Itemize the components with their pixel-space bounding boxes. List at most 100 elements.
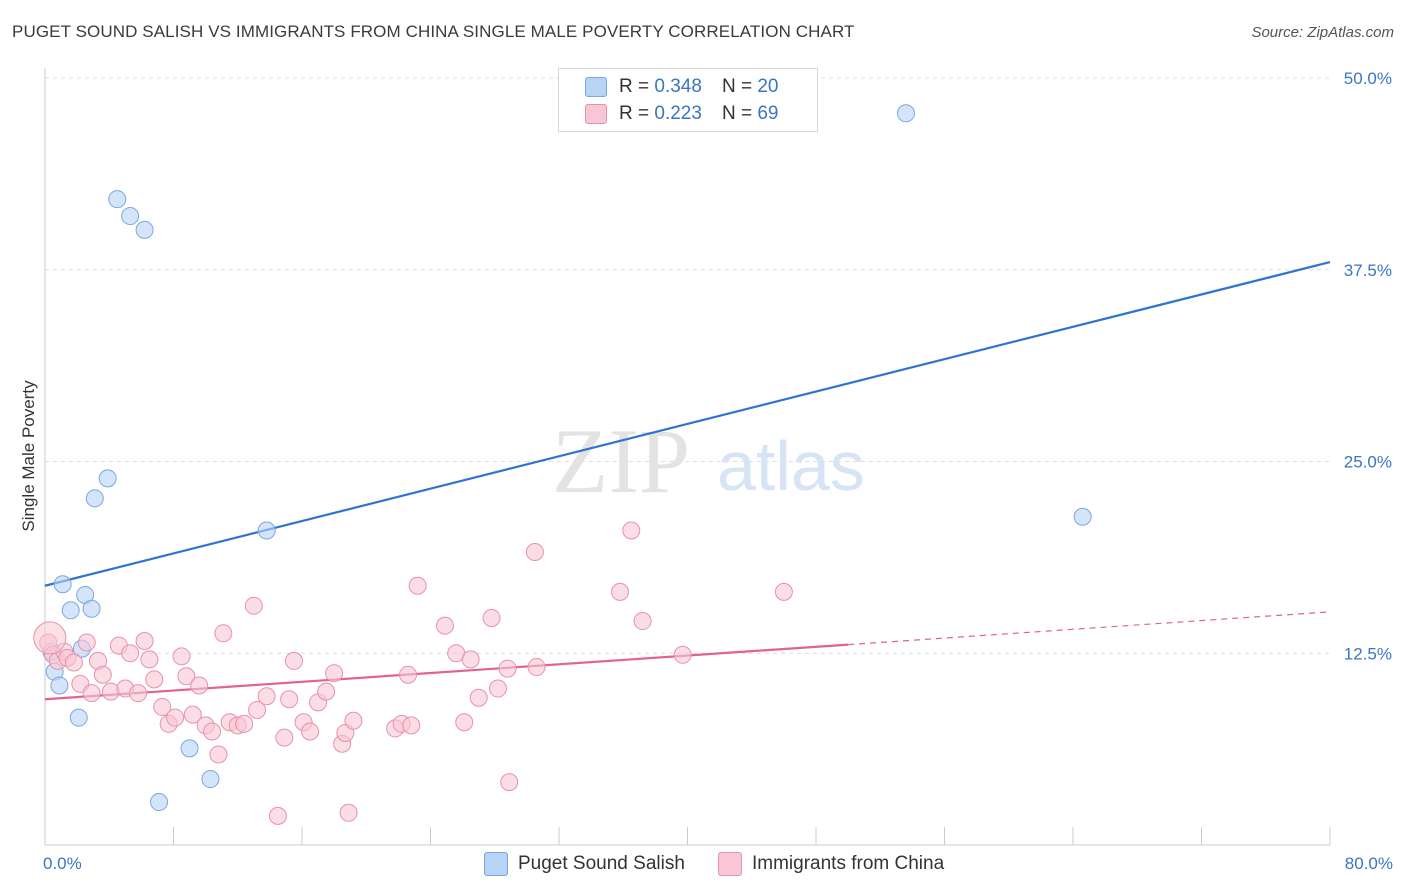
point-immigrants-china: [673, 645, 692, 664]
legend-n-label: N =: [721, 76, 753, 97]
y-axis-title: Single Male Poverty: [19, 380, 38, 532]
point-immigrants-china: [402, 716, 421, 735]
point-immigrants-china: [135, 631, 154, 650]
point-immigrants-china: [93, 665, 112, 684]
point-immigrants-china: [244, 596, 263, 615]
legend-r-label: R =: [619, 103, 650, 124]
point-puget-sound-salish: [1073, 507, 1092, 526]
legend-r-value: 0.348: [654, 76, 702, 97]
legend-n-value: 69: [757, 103, 779, 124]
x-tick-label-min: 0.0%: [43, 854, 82, 873]
point-immigrants-china: [408, 576, 427, 595]
point-immigrants-china: [498, 659, 517, 678]
point-immigrants-china: [317, 682, 336, 701]
point-puget-sound-salish: [108, 190, 127, 209]
point-puget-sound-salish: [50, 676, 69, 695]
point-puget-sound-salish: [98, 469, 117, 488]
point-puget-sound-salish: [135, 220, 154, 239]
point-immigrants-china: [455, 713, 474, 732]
point-puget-sound-salish: [150, 793, 169, 812]
point-immigrants-china: [214, 624, 233, 643]
trend-line-pink: [44, 643, 849, 701]
point-immigrants-china: [284, 651, 303, 670]
point-puget-sound-salish: [180, 739, 199, 758]
point-immigrants-china: [140, 650, 159, 669]
point-puget-sound-salish: [82, 599, 101, 618]
bottom-legend-swatch-blue: [484, 852, 508, 876]
point-puget-sound-salish: [896, 104, 915, 123]
point-immigrants-china: [527, 658, 546, 677]
point-immigrants-china: [525, 543, 544, 562]
point-immigrants-china: [633, 612, 652, 631]
legend-r-label: R =: [619, 76, 650, 97]
bottom-legend-item-salish: Puget Sound Salish: [484, 852, 685, 876]
point-immigrants-china: [153, 697, 172, 716]
point-immigrants-china: [82, 684, 101, 703]
point-immigrants-china: [500, 773, 519, 792]
point-immigrants-china: [344, 711, 363, 730]
trend-line-pink-extrapolated: [848, 611, 1331, 646]
legend-swatch-pink: [585, 104, 607, 124]
bottom-legend: Puget Sound Salish Immigrants from China: [0, 852, 1406, 878]
bottom-legend-item-china: Immigrants from China: [718, 852, 944, 876]
point-immigrants-china: [461, 650, 480, 669]
data-points: [33, 104, 1092, 825]
point-immigrants-china: [280, 690, 299, 709]
watermark-zip: ZIP: [552, 410, 690, 512]
watermark-atlas: atlas: [717, 427, 865, 505]
point-immigrants-china: [488, 679, 507, 698]
tick-labels: 12.5% 25.0% 37.5% 50.0% 0.0% 80.0%: [43, 69, 1393, 873]
point-puget-sound-salish: [69, 708, 88, 727]
bottom-legend-label-china: Immigrants from China: [752, 853, 945, 874]
point-immigrants-china: [399, 665, 418, 684]
point-immigrants-china: [190, 676, 209, 695]
point-immigrants-china: [183, 705, 202, 724]
point-immigrants-china: [177, 667, 196, 686]
point-immigrants-china: [611, 582, 630, 601]
point-puget-sound-salish: [121, 207, 140, 226]
point-immigrants-china: [301, 722, 320, 741]
y-tick-label: 12.5%: [1344, 644, 1392, 663]
point-immigrants-china: [339, 803, 358, 822]
source-label: Source: ZipAtlas.com: [1251, 24, 1394, 41]
point-immigrants-china: [622, 521, 641, 540]
point-immigrants-china-large: [33, 621, 67, 655]
point-immigrants-china: [235, 714, 254, 733]
legend-row-series1: R = 0.348 N = 20: [585, 75, 778, 99]
x-tick-label-max: 80.0%: [1345, 854, 1393, 873]
point-puget-sound-salish: [201, 770, 220, 789]
point-puget-sound-salish: [85, 489, 104, 508]
y-tick-label: 37.5%: [1344, 261, 1392, 280]
point-immigrants-china: [268, 806, 287, 825]
point-immigrants-china: [248, 701, 267, 720]
point-immigrants-china: [64, 653, 83, 672]
point-puget-sound-salish: [53, 575, 72, 594]
point-immigrants-china: [166, 708, 185, 727]
trend-line-blue: [44, 261, 1331, 587]
point-immigrants-china: [129, 684, 148, 703]
point-immigrants-china: [209, 745, 228, 764]
point-immigrants-china: [145, 670, 164, 689]
point-immigrants-china: [257, 687, 276, 706]
point-immigrants-china: [482, 608, 501, 627]
legend-n-label: N =: [721, 103, 753, 124]
watermark: ZIP atlas: [552, 410, 865, 512]
legend-r-value: 0.223: [654, 103, 702, 124]
legend: R = 0.348 N = 20 R = 0.223 N = 69: [558, 68, 818, 132]
axes: [44, 68, 1331, 846]
legend-row-series2: R = 0.223 N = 69: [585, 102, 778, 126]
point-immigrants-china: [203, 722, 222, 741]
point-puget-sound-salish: [257, 521, 276, 540]
chart-title: PUGET SOUND SALISH VS IMMIGRANTS FROM CH…: [12, 22, 855, 41]
point-immigrants-china: [172, 647, 191, 666]
y-tick-label: 50.0%: [1344, 69, 1392, 88]
point-immigrants-china: [774, 582, 793, 601]
point-immigrants-china: [469, 688, 488, 707]
y-tick-label: 25.0%: [1344, 453, 1392, 472]
point-immigrants-china: [435, 616, 454, 635]
point-immigrants-china: [121, 644, 140, 663]
point-immigrants-china: [325, 664, 344, 683]
legend-n-value: 20: [757, 76, 779, 97]
point-puget-sound-salish: [61, 601, 80, 620]
